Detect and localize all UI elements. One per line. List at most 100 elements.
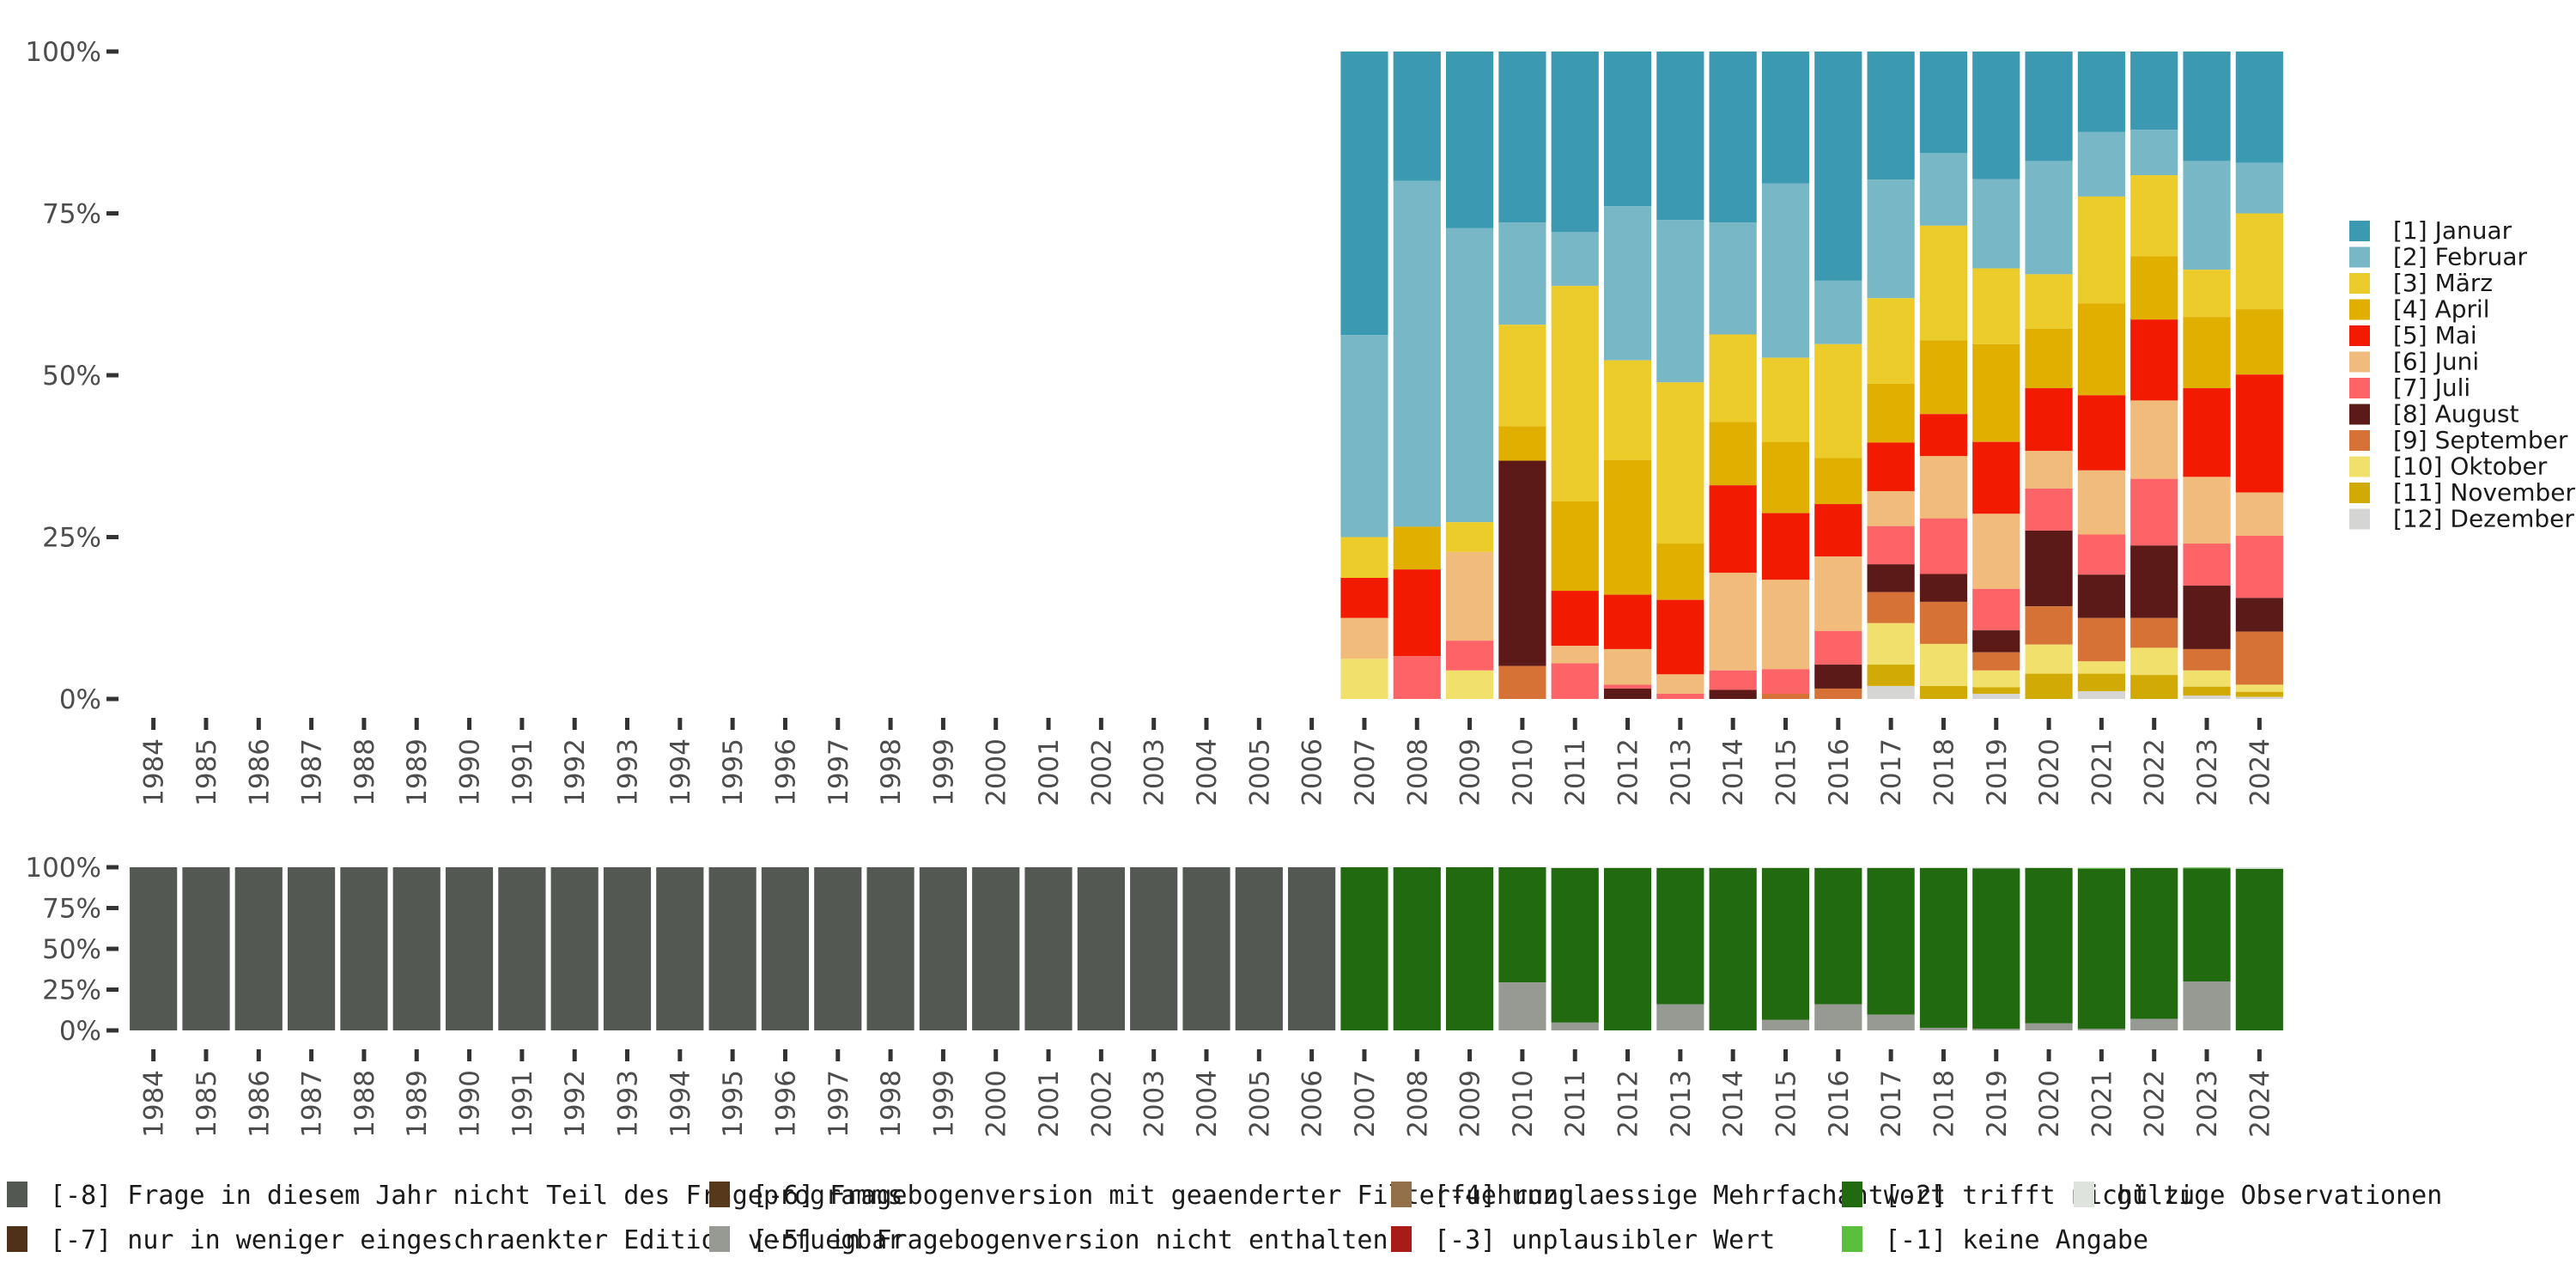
- bar-segment: [2235, 535, 2283, 598]
- bar-segment: [1709, 222, 1757, 335]
- x-tick-label: 2024: [2245, 738, 2275, 806]
- bar-segment: [1551, 663, 1599, 699]
- legend-label: [3] März: [2393, 269, 2493, 297]
- bar-segment: [1498, 665, 1546, 699]
- x-tick-label: 2005: [1244, 1070, 1275, 1138]
- bar-segment: [1814, 1004, 1862, 1030]
- bar-segment: [1498, 222, 1546, 325]
- bar-segment: [1182, 867, 1230, 1030]
- bar-segment: [1393, 52, 1441, 181]
- legend-swatch: [2349, 483, 2370, 503]
- bar-segment: [2025, 1023, 2073, 1030]
- legend-label: [-8] Frage in diesem Jahr nicht Teil des…: [50, 1181, 902, 1211]
- bar-segment: [1445, 867, 1494, 1030]
- bar-segment: [1445, 551, 1494, 641]
- x-tick-label: 1984: [139, 738, 170, 806]
- legend-label: [12] Dezember: [2393, 505, 2574, 533]
- bar-segment: [2183, 648, 2231, 671]
- x-tick-label: 1987: [297, 738, 328, 806]
- legend-swatch: [2349, 430, 2370, 451]
- bar-segment: [1603, 867, 1652, 1030]
- x-tick-label: 1985: [191, 1070, 222, 1138]
- bar-segment: [1551, 285, 1599, 502]
- x-tick-label: 2001: [1034, 1070, 1065, 1138]
- bar-segment: [2025, 52, 2073, 161]
- bar-segment: [1972, 630, 2020, 653]
- x-tick-label: 1994: [665, 738, 696, 806]
- bar-segment: [1709, 690, 1757, 699]
- x-tick-label: 2002: [1086, 1070, 1117, 1138]
- x-tick-label: 1988: [349, 1070, 380, 1138]
- bar-segment: [1709, 670, 1757, 690]
- y-tick-label: 100%: [25, 37, 101, 68]
- bar-segment: [1814, 504, 1862, 557]
- bar-segment: [1919, 518, 1968, 574]
- x-tick-label: 1989: [402, 738, 433, 806]
- x-tick-label: 1987: [297, 1070, 328, 1138]
- bar-segment: [1340, 537, 1388, 579]
- bar-segment: [1498, 426, 1546, 461]
- bar-segment: [2130, 319, 2178, 401]
- bar-segment: [2235, 691, 2283, 697]
- bar-segment: [1709, 867, 1757, 868]
- bar-segment: [1445, 228, 1494, 523]
- bar-segment: [2025, 644, 2073, 674]
- bar-segment: [1814, 665, 1862, 689]
- bar-segment: [1972, 588, 2020, 631]
- bar-segment: [2025, 530, 2073, 607]
- bar-segment: [1867, 1014, 1915, 1030]
- bar-segment: [1551, 867, 1599, 868]
- bar-segment: [1919, 867, 1968, 1028]
- bar-segment: [2183, 477, 2231, 544]
- bar-segment: [2130, 400, 2178, 479]
- bar-segment: [1972, 513, 2020, 589]
- bar-segment: [2077, 617, 2125, 662]
- x-tick-label: 1996: [770, 738, 801, 806]
- x-tick-label: 1996: [770, 1070, 801, 1138]
- bar-segment: [2183, 52, 2231, 161]
- bar-segment: [1603, 52, 1652, 207]
- bar-segment: [2183, 867, 2231, 869]
- x-tick-label: 2007: [1350, 738, 1381, 806]
- bar-segment: [2077, 867, 2125, 869]
- bar-segment: [1867, 526, 1915, 565]
- bar-segment: [2077, 690, 2125, 699]
- x-tick-label: 2004: [1192, 1070, 1223, 1138]
- bar-segment: [2025, 328, 2073, 389]
- bar-segment: [1340, 617, 1388, 659]
- bar-segment: [2183, 686, 2231, 696]
- bar-segment: [1919, 685, 1968, 699]
- bar-segment: [2183, 388, 2231, 477]
- bar-segment: [1393, 867, 1441, 1030]
- bar-segment: [1919, 867, 1968, 868]
- bar-segment: [1972, 687, 2020, 694]
- legend-swatch: [1391, 1182, 1412, 1207]
- x-tick-label: 1992: [560, 738, 591, 806]
- legend-label: [5] Mai: [2393, 321, 2477, 349]
- bar-segment: [1709, 52, 1757, 223]
- x-tick-label: 2021: [2087, 738, 2117, 806]
- x-tick-label: 2013: [1666, 1070, 1697, 1138]
- x-tick-label: 2009: [1455, 738, 1486, 806]
- legend-swatch: [2074, 1182, 2094, 1207]
- bar-segment: [1972, 179, 2020, 269]
- bar-segment: [2183, 270, 2231, 318]
- bar-segment: [2183, 544, 2231, 586]
- bar-segment: [1761, 1019, 1810, 1030]
- bar-segment: [1551, 52, 1599, 233]
- x-tick-label: 2006: [1297, 1070, 1328, 1138]
- bar-segment: [1445, 522, 1494, 552]
- bar-segment: [1814, 867, 1862, 868]
- x-tick-label: 2012: [1613, 1070, 1644, 1138]
- bar-segment: [2025, 274, 2073, 329]
- bar-segment: [1077, 867, 1125, 1030]
- bar-segment: [1919, 414, 1968, 457]
- x-tick-label: 2001: [1034, 738, 1065, 806]
- bar-segment: [1603, 459, 1652, 595]
- x-tick-label: 1999: [928, 738, 959, 806]
- x-tick-label: 2016: [1824, 1070, 1855, 1138]
- bar-segment: [1867, 665, 1915, 686]
- bar-segment: [1867, 383, 1915, 443]
- x-tick-label: 1984: [139, 1070, 170, 1138]
- bar-segment: [2183, 868, 2231, 981]
